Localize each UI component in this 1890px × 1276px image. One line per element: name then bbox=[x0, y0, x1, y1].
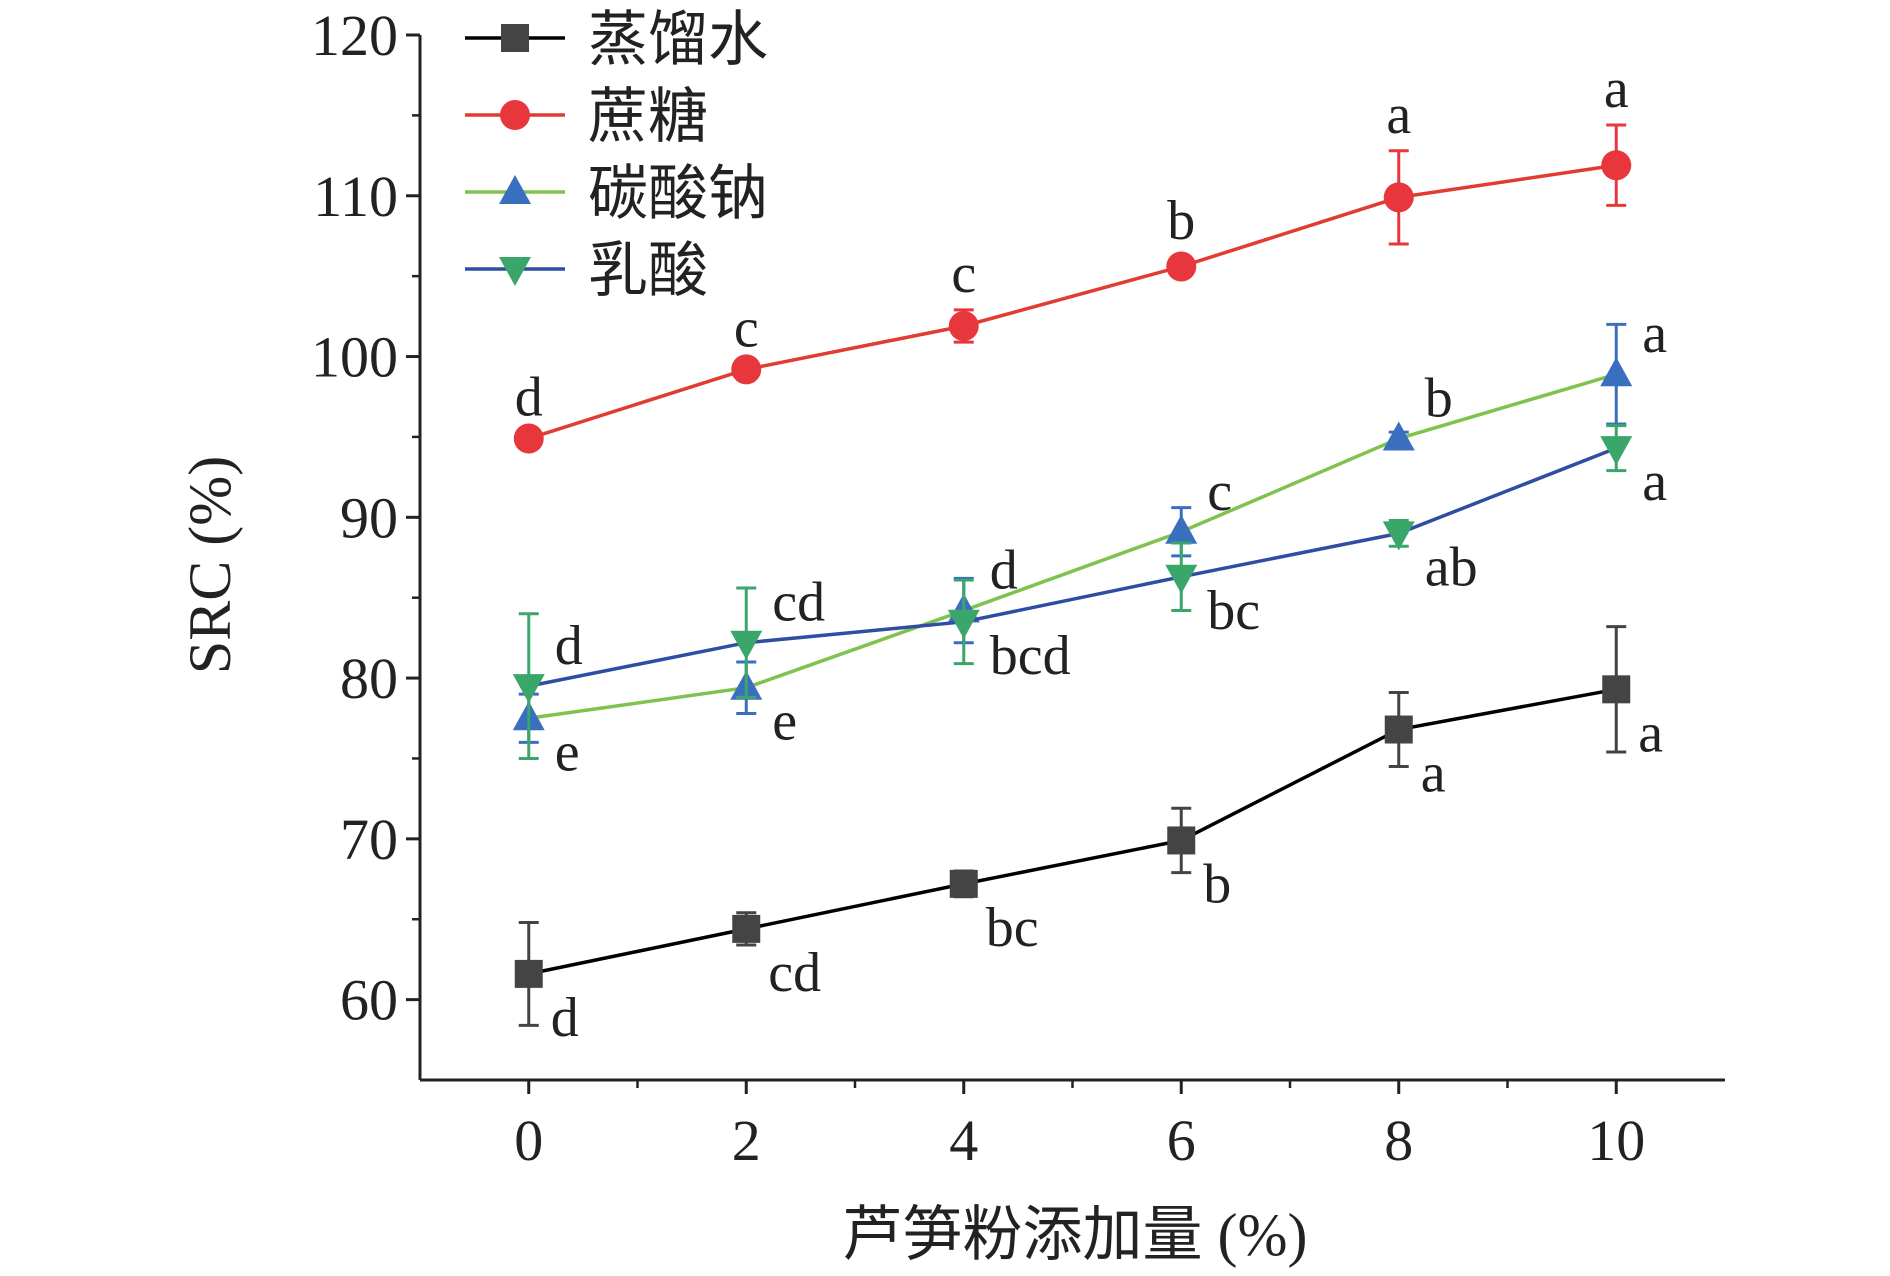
data-point bbox=[948, 310, 979, 341]
significance-label: a bbox=[1386, 84, 1411, 146]
y-tick-label: 110 bbox=[313, 164, 398, 229]
series-line bbox=[528, 372, 1617, 721]
significance-label: c bbox=[1207, 461, 1232, 523]
y-tick-label: 60 bbox=[340, 968, 398, 1033]
x-tick-label: 0 bbox=[514, 1108, 543, 1173]
x-tick-label: 8 bbox=[1384, 1108, 1413, 1173]
significance-label: b bbox=[1425, 368, 1453, 430]
data-point bbox=[949, 869, 978, 898]
legend-label: 碳酸钠 bbox=[588, 161, 768, 227]
significance-label: c bbox=[951, 243, 976, 305]
significance-label: d bbox=[555, 615, 583, 677]
data-point bbox=[1167, 826, 1196, 855]
significance-label: a bbox=[1642, 451, 1667, 513]
data-point bbox=[732, 914, 761, 943]
significance-label: cd bbox=[768, 942, 821, 1004]
legend-marker bbox=[499, 257, 531, 286]
data-point bbox=[1600, 357, 1633, 387]
significance-label: d bbox=[515, 367, 543, 429]
data-point bbox=[514, 959, 543, 988]
y-axis-title: SRC (%) bbox=[177, 456, 243, 674]
x-tick-label: 6 bbox=[1167, 1108, 1196, 1173]
significance-label: a bbox=[1642, 303, 1667, 365]
data-point bbox=[731, 354, 762, 385]
significance-label: cd bbox=[772, 572, 825, 634]
legend-label: 蔗糖 bbox=[588, 84, 708, 150]
data-point bbox=[1165, 514, 1198, 544]
data-point bbox=[1382, 521, 1415, 551]
x-tick-label: 10 bbox=[1587, 1108, 1645, 1173]
y-tick-label: 120 bbox=[311, 3, 398, 68]
data-point bbox=[1382, 421, 1415, 451]
significance-label: d bbox=[551, 987, 579, 1049]
data-point bbox=[1600, 436, 1633, 466]
significance-label: bc bbox=[1207, 580, 1260, 642]
significance-label: e bbox=[772, 691, 797, 753]
series-line bbox=[528, 687, 1617, 976]
data-point bbox=[1383, 182, 1414, 213]
y-tick-label: 100 bbox=[311, 325, 398, 390]
x-tick-label: 2 bbox=[732, 1108, 761, 1173]
data-point bbox=[1601, 150, 1632, 181]
significance-label: c bbox=[734, 298, 759, 360]
x-axis-title: 芦笋粉添加量 (%) bbox=[843, 1202, 1308, 1268]
significance-label: b bbox=[1167, 190, 1195, 252]
series-line bbox=[528, 446, 1617, 688]
data-point bbox=[1165, 564, 1198, 594]
significance-label: e bbox=[555, 721, 580, 783]
legend-label: 蒸馏水 bbox=[588, 7, 768, 73]
significance-label: bc bbox=[986, 897, 1039, 959]
data-point bbox=[1384, 715, 1413, 744]
significance-label: a bbox=[1421, 743, 1446, 805]
significance-label: ab bbox=[1425, 536, 1478, 598]
data-point bbox=[1602, 675, 1631, 704]
data-point bbox=[947, 609, 980, 639]
x-tick-label: 4 bbox=[949, 1108, 978, 1173]
y-tick-label: 70 bbox=[340, 807, 398, 872]
significance-label: a bbox=[1638, 702, 1663, 764]
significance-label: b bbox=[1203, 853, 1231, 915]
legend-marker bbox=[499, 175, 531, 204]
y-tick-label: 90 bbox=[340, 485, 398, 550]
data-point bbox=[513, 423, 544, 454]
series-line bbox=[528, 163, 1617, 441]
legend-marker bbox=[501, 24, 529, 52]
significance-label: bcd bbox=[990, 625, 1071, 687]
significance-label: a bbox=[1604, 58, 1629, 120]
legend-label: 乳酸 bbox=[588, 238, 708, 304]
data-point bbox=[730, 630, 763, 660]
data-point bbox=[512, 674, 545, 704]
data-point bbox=[1166, 251, 1197, 282]
significance-label: d bbox=[990, 540, 1018, 602]
legend-marker bbox=[500, 100, 530, 130]
y-tick-label: 80 bbox=[340, 646, 398, 711]
